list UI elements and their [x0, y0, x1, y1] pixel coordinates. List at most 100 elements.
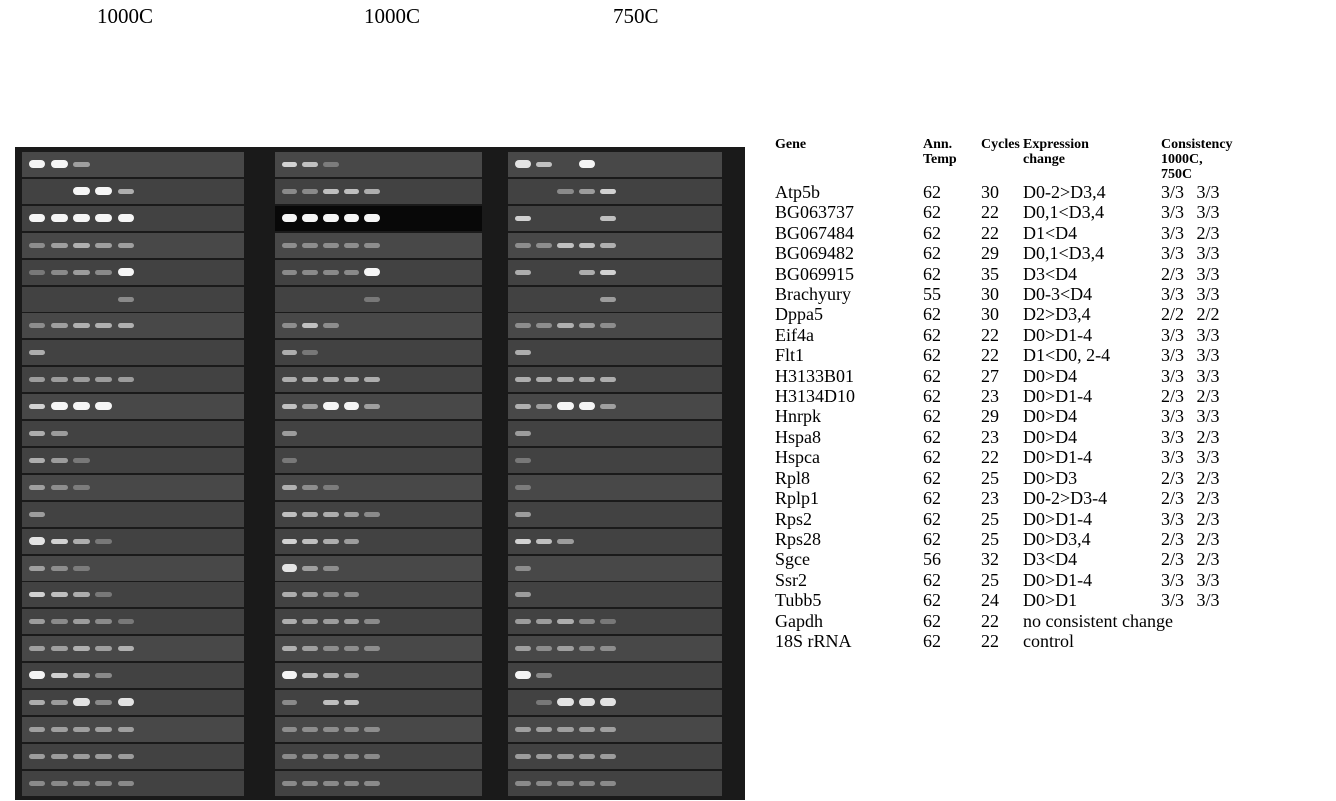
- consistency-1000c: 2/3: [1161, 467, 1185, 488]
- table-row: Rplp1 62 23 D0-2>D3-4 2/3 2/3: [775, 488, 1236, 508]
- gel-band: [514, 538, 531, 544]
- gel-band: [281, 700, 298, 705]
- cell-temp: 62: [923, 345, 941, 366]
- gel-band: [557, 726, 574, 732]
- gel-band: [557, 619, 574, 625]
- gel-band: [557, 323, 574, 329]
- cell-cycles: 32: [981, 549, 999, 570]
- table-row: Gapdh 62 22 no consistent change: [775, 611, 1236, 631]
- gel-band: [95, 646, 113, 652]
- cell-gene: Gapdh: [775, 610, 823, 631]
- consistency-750c: 2/3: [1196, 508, 1220, 529]
- gel-band: [73, 402, 90, 411]
- gel-band: [28, 377, 46, 383]
- cell-gene: Hnrpk: [775, 406, 821, 427]
- gel-band: [600, 296, 617, 302]
- gel-band: [302, 484, 318, 490]
- gel-band: [117, 296, 135, 302]
- gel-band: [364, 213, 380, 222]
- gel-strip: [508, 609, 722, 635]
- gel-band: [281, 431, 298, 436]
- consistency-1000c: 3/3: [1161, 182, 1185, 202]
- header-gene: Gene: [775, 137, 807, 152]
- gel-strip: [275, 394, 482, 420]
- gel-band: [322, 162, 339, 167]
- cell-consistency: 2/3 2/3: [1161, 549, 1236, 569]
- cell-consistency: 2/3 2/3: [1161, 386, 1236, 406]
- cell-cycles: 22: [981, 324, 999, 345]
- table-row: 18S rRNA 62 22 control: [775, 631, 1236, 651]
- gel-band: [578, 698, 595, 706]
- gel-band: [50, 619, 68, 625]
- gel-band: [28, 160, 46, 168]
- gel-band: [514, 350, 531, 356]
- gel-band: [73, 457, 90, 463]
- cell-temp: 62: [923, 202, 941, 223]
- gel-band: [322, 700, 339, 705]
- cell-consistency: 3/3 3/3: [1161, 345, 1236, 365]
- cell-temp: 62: [923, 365, 941, 386]
- cell-temp: 62: [923, 406, 941, 427]
- gel-band: [578, 619, 595, 625]
- gel-strip: [275, 286, 482, 312]
- gel-band: [73, 186, 90, 195]
- cell-change: D1<D4: [1023, 222, 1078, 243]
- gel-strip: [508, 286, 722, 312]
- cell-change: D0>D1-4: [1023, 569, 1093, 590]
- gel-band: [117, 619, 135, 625]
- cell-gene: H3133B01: [775, 365, 855, 386]
- cell-cycles: 29: [981, 243, 999, 264]
- gel-band: [536, 673, 553, 679]
- gel-strip: [22, 421, 244, 446]
- gel-band: [322, 377, 339, 383]
- gel-band: [302, 753, 318, 759]
- cell-cycles: 30: [981, 182, 999, 202]
- gel-band: [50, 726, 68, 732]
- cell-temp: 62: [923, 324, 941, 345]
- consistency-1000c: 3/3: [1161, 508, 1185, 529]
- cell-consistency: 3/3 2/3: [1161, 427, 1236, 447]
- cell-consistency: 3/3 2/3: [1161, 509, 1236, 529]
- gel-band: [302, 565, 318, 571]
- consistency-1000c: 3/3: [1161, 324, 1185, 345]
- gel-band: [281, 511, 298, 517]
- gel-band: [28, 619, 46, 625]
- gel-band: [578, 242, 595, 248]
- gel-band: [364, 377, 380, 383]
- table-row: BG063737 62 22 D0,1<D3,4 3/3 3/3: [775, 202, 1236, 222]
- gel-band: [536, 619, 553, 625]
- gel-band: [514, 215, 531, 221]
- cell-temp: 56: [923, 549, 941, 570]
- gel-band: [95, 242, 113, 248]
- gel-band: [536, 646, 553, 652]
- consistency-750c: 2/3: [1196, 488, 1220, 509]
- gel-band: [343, 242, 360, 248]
- cell-cycles: 30: [981, 284, 999, 305]
- gel-band: [343, 538, 360, 544]
- gel-band: [302, 780, 318, 786]
- gel-band: [302, 619, 318, 625]
- cell-consistency: 2/3 3/3: [1161, 264, 1236, 284]
- group-title-2: 1000C: [364, 4, 421, 28]
- gel-strip: [508, 743, 722, 769]
- gel-band: [95, 673, 113, 679]
- gel-band: [73, 242, 90, 248]
- gel-band: [514, 726, 531, 732]
- gel-band: [514, 671, 531, 680]
- cell-gene: BG067484: [775, 222, 855, 243]
- cell-cycles: 30: [981, 304, 999, 325]
- cell-temp: 62: [923, 630, 941, 651]
- cell-consistency: 2/2 2/2: [1161, 304, 1236, 324]
- gel-band: [322, 242, 339, 248]
- gel-band: [322, 753, 339, 759]
- gel-band: [302, 323, 318, 329]
- gel-strip: [275, 528, 482, 554]
- gel-band: [95, 269, 113, 275]
- gel-band: [578, 377, 595, 383]
- gel-band: [95, 186, 113, 195]
- cell-cycles: 22: [981, 630, 999, 651]
- gel-band: [322, 323, 339, 329]
- cell-change: D0>D4: [1023, 406, 1078, 427]
- table-row: BG069915 62 35 D3<D4 2/3 3/3: [775, 264, 1236, 284]
- consistency-1000c: 3/3: [1161, 569, 1185, 590]
